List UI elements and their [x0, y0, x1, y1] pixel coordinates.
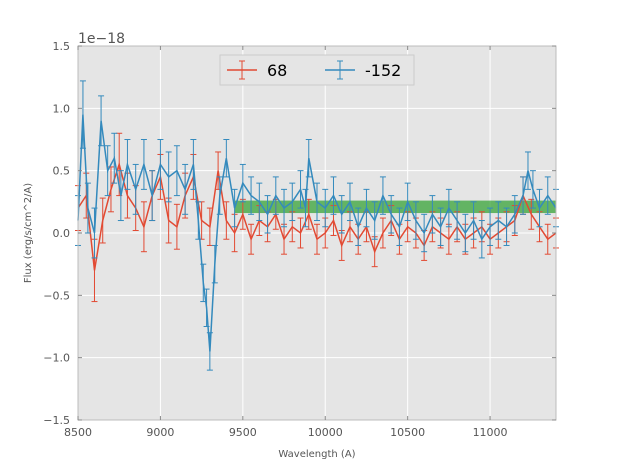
x-tick-label: 10000: [308, 426, 343, 439]
series-line: [77, 161, 557, 271]
y-tick-label: 0.5: [53, 165, 71, 178]
legend-item: 68: [227, 60, 287, 80]
y-axis-label: Flux (erg/s/cm^2/A): [23, 183, 34, 283]
y-tick-label: −1.0: [43, 352, 70, 365]
y-axis-ticks: −1.5 −1.0 −0.5 0.0 0.5 1.0 1.5: [43, 40, 556, 427]
legend: 68 -152: [219, 54, 415, 86]
x-tick-label: 9000: [146, 426, 174, 439]
series-line: [77, 114, 557, 352]
y-tick-label: −0.5: [43, 289, 70, 302]
x-axis-label: Wavelength (A): [278, 449, 355, 460]
legend-label: -152: [365, 61, 401, 80]
legend-item: -152: [325, 60, 401, 80]
x-axis-ticks: 8500 9000 9500 10000 10500 11000: [64, 46, 508, 439]
series-layer: [75, 80, 559, 371]
x-tick-label: 8500: [64, 426, 92, 439]
y-tick-label: 0.0: [53, 227, 71, 240]
y-tick-label: 1.0: [53, 102, 71, 115]
y-tick-label: 1.5: [53, 40, 71, 53]
flux-band: [234, 200, 556, 214]
band-layer: [234, 200, 556, 214]
x-tick-label: 11000: [473, 426, 508, 439]
legend-label: 68: [267, 61, 287, 80]
x-tick-label: 10500: [390, 426, 425, 439]
series-1: [75, 80, 559, 371]
y-tick-label: −1.5: [43, 414, 70, 427]
x-tick-label: 9500: [229, 426, 257, 439]
y-offset-label: 1e−18: [78, 31, 125, 47]
